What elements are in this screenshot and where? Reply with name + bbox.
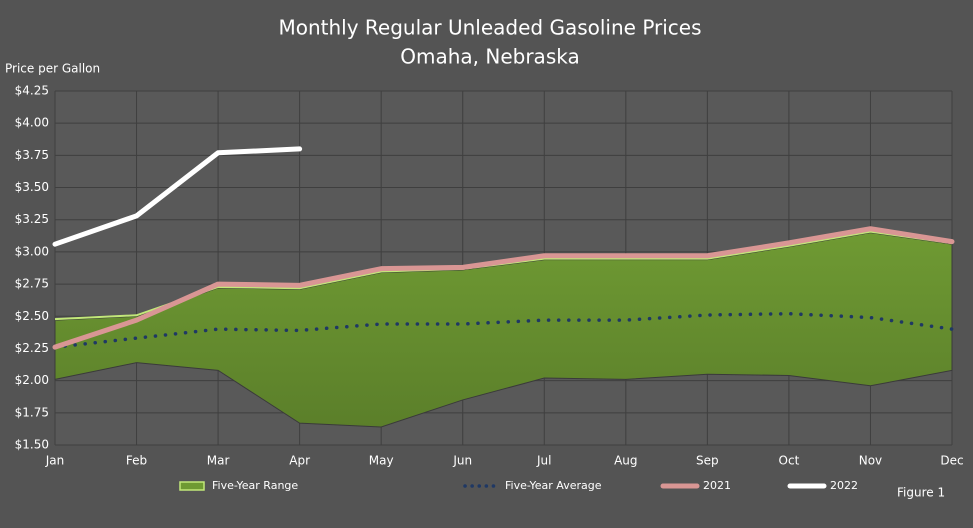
x-tick-label: May bbox=[369, 454, 394, 468]
y-tick-label: $2.25 bbox=[15, 341, 49, 355]
legend-label: 2021 bbox=[703, 479, 731, 492]
y-tick-label: $3.50 bbox=[15, 180, 49, 194]
legend-swatch bbox=[179, 481, 205, 491]
legend-label: 2022 bbox=[830, 479, 858, 492]
series-line bbox=[52, 226, 955, 350]
x-tick-label: Apr bbox=[289, 454, 310, 468]
y-tick-label: $2.50 bbox=[15, 309, 49, 323]
y-tick-label: $4.00 bbox=[15, 116, 49, 130]
series-line bbox=[53, 311, 954, 349]
x-tick-label: Nov bbox=[859, 454, 882, 468]
x-tick-label: Mar bbox=[207, 454, 230, 468]
y-tick-label: $2.75 bbox=[15, 277, 49, 291]
y-tick-label: $3.25 bbox=[15, 212, 49, 226]
y-tick-label: $3.00 bbox=[15, 244, 49, 258]
x-tick-label: Jan bbox=[45, 454, 65, 468]
y-tick-label: $1.50 bbox=[15, 438, 49, 452]
y-tick-label: $4.25 bbox=[15, 84, 49, 98]
y-tick-label: $1.75 bbox=[15, 405, 49, 419]
y-tick-label: $2.00 bbox=[15, 373, 49, 387]
chart-title: Monthly Regular Unleaded Gasoline Prices bbox=[278, 16, 701, 40]
legend-label: Five-Year Average bbox=[505, 479, 602, 492]
y-axis-label: Price per Gallon bbox=[5, 62, 100, 76]
x-tick-label: Sep bbox=[696, 454, 719, 468]
series-line bbox=[52, 146, 303, 247]
x-tick-label: Jul bbox=[536, 454, 551, 468]
annotation: Figure 1 bbox=[897, 486, 945, 500]
y-tick-label: $3.75 bbox=[15, 148, 49, 162]
x-tick-label: Oct bbox=[779, 454, 800, 468]
chart-subtitle: Omaha, Nebraska bbox=[400, 45, 579, 69]
legend-label: Five-Year Range bbox=[212, 479, 298, 492]
x-tick-label: Jun bbox=[452, 454, 472, 468]
x-tick-label: Feb bbox=[126, 454, 147, 468]
x-tick-label: Dec bbox=[940, 454, 963, 468]
x-tick-label: Aug bbox=[614, 454, 637, 468]
